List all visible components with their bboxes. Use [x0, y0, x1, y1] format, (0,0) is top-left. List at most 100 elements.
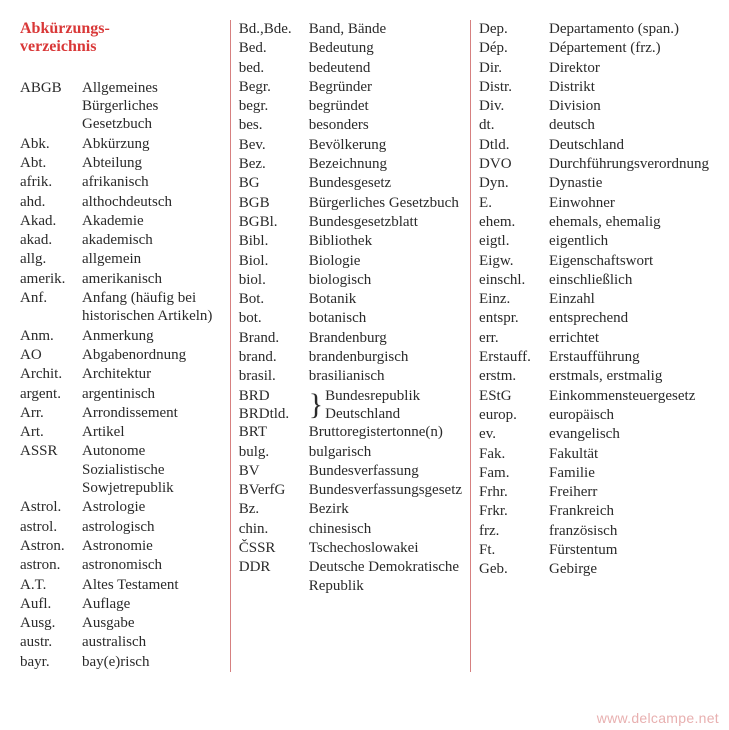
- abbrev-definition: Brandenburg: [309, 329, 462, 347]
- abbrev-definition: Deutschland: [549, 136, 709, 154]
- watermark: www.delcampe.net: [597, 710, 719, 726]
- abbrev-definition: afrikanisch: [82, 173, 222, 191]
- abbrev-term: BGB: [239, 194, 309, 212]
- abbrev-term: Aufl.: [20, 595, 82, 613]
- abbrev-term: Frkr.: [479, 502, 549, 520]
- abbrev-term: Begr.: [239, 78, 309, 96]
- abbrev-term: bayr.: [20, 653, 82, 671]
- abbrev-term: Bot.: [239, 290, 309, 308]
- heading: Abkürzungs- verzeichnis: [20, 20, 222, 57]
- abbrev-term: AO: [20, 346, 82, 364]
- abbrev-entry: Geb.Gebirge: [479, 560, 709, 578]
- abbrev-term: Abk.: [20, 135, 82, 153]
- abbrev-term: Brand.: [239, 329, 309, 347]
- abbrev-term: Dyn.: [479, 174, 549, 192]
- abbrev-term: BRT: [239, 423, 309, 441]
- abbrev-definition: Fürstentum: [549, 541, 709, 559]
- abbrev-definition: Ausgabe: [82, 614, 222, 632]
- abbrev-term: BVerfG: [239, 481, 309, 499]
- abbrev-definition: einschließlich: [549, 271, 709, 289]
- heading-line-1: Abkürzungs-: [20, 20, 110, 37]
- abbrev-term: ev.: [479, 425, 549, 443]
- abbrev-entry: BVBundesverfassung: [239, 462, 462, 480]
- abbrev-term: Dep.: [479, 20, 549, 38]
- abbrev-term: ahd.: [20, 193, 82, 211]
- abbrev-definition: Anmerkung: [82, 327, 222, 345]
- abbrev-definition: evangelisch: [549, 425, 709, 443]
- abbrev-term: Dir.: [479, 59, 549, 77]
- abbrev-definition: Frankreich: [549, 502, 709, 520]
- abbrev-definition: Einwohner: [549, 194, 709, 212]
- abbrev-term: Ft.: [479, 541, 549, 559]
- abbrev-definition: Artikel: [82, 423, 222, 441]
- abbrev-definition: astronomisch: [82, 556, 222, 574]
- abbrev-entry: Bev.Bevölkerung: [239, 136, 462, 154]
- abbrev-term: Geb.: [479, 560, 549, 578]
- abbrev-entry: DVODurchführungsverordnung: [479, 155, 709, 173]
- abbrev-term: Akad.: [20, 212, 82, 230]
- abbrev-entry: Bd.,Bde.Band, Bände: [239, 20, 462, 38]
- abbrev-entry: allg.allgemein: [20, 250, 222, 268]
- abbrev-definition: bay(e)risch: [82, 653, 222, 671]
- abbrev-definition: Arrondissement: [82, 404, 222, 422]
- abbrev-term: europ.: [479, 406, 549, 424]
- abbrev-entry: Einz.Einzahl: [479, 290, 709, 308]
- abbrev-entry: Eigw.Eigenschaftswort: [479, 252, 709, 270]
- abbrev-definition: Einzahl: [549, 290, 709, 308]
- abbrev-entry: erstm.erstmals, erstmalig: [479, 367, 709, 385]
- abbrev-term: bes.: [239, 116, 309, 134]
- abbrev-entry: brand.brandenburgisch: [239, 348, 462, 366]
- abbrev-entry: Anf.Anfang (häufig bei historischen Arti…: [20, 289, 222, 326]
- abbrev-entry: austr.australisch: [20, 633, 222, 651]
- abbrev-term: amerik.: [20, 270, 82, 288]
- column-2-entries: Bd.,Bde.Band, BändeBed.Bedeutungbed.bede…: [239, 20, 462, 386]
- bracket-abbr-list: BRD BRDtld.: [239, 387, 309, 424]
- abbrev-entry: BGBBürgerliches Gesetzbuch: [239, 194, 462, 212]
- abbrev-term: Bev.: [239, 136, 309, 154]
- abbrev-term: entspr.: [479, 309, 549, 327]
- abbrev-entry: Art.Artikel: [20, 423, 222, 441]
- curly-bracket-icon: }: [309, 397, 325, 412]
- abbrev-entry: Bot.Botanik: [239, 290, 462, 308]
- abbrev-entry: Div.Division: [479, 97, 709, 115]
- abbrev-definition: bedeutend: [309, 59, 462, 77]
- abbrev-entry: Abk.Abkürzung: [20, 135, 222, 153]
- abbrev-entry: Frkr.Frankreich: [479, 502, 709, 520]
- abbrev-definition: Anfang (häufig bei historischen Artikeln…: [82, 289, 222, 326]
- abbrev-term: Div.: [479, 97, 549, 115]
- abbrev-entry: brasil.brasilianisch: [239, 367, 462, 385]
- abbrev-entry: Brand.Brandenburg: [239, 329, 462, 347]
- abbrev-term: Erstauff.: [479, 348, 549, 366]
- abbrev-term: Abt.: [20, 154, 82, 172]
- abbrev-definition: Fakultät: [549, 445, 709, 463]
- abbrev-entry: bot.botanisch: [239, 309, 462, 327]
- abbrev-definition: Abteilung: [82, 154, 222, 172]
- abbrev-term: brasil.: [239, 367, 309, 385]
- abbrev-entry: ehem.ehemals, ehemalig: [479, 213, 709, 231]
- abbrev-definition: eigentlich: [549, 232, 709, 250]
- abbrev-term: Anm.: [20, 327, 82, 345]
- abbrev-term: akad.: [20, 231, 82, 249]
- abbrev-term: ASSR: [20, 442, 82, 460]
- columns-container: Abkürzungs- verzeichnis ABGBAllgemeines …: [12, 20, 717, 672]
- abbrev-entry: Dép.Département (frz.): [479, 39, 709, 57]
- abbrev-definition: Erstaufführung: [549, 348, 709, 366]
- abbrev-term: dt.: [479, 116, 549, 134]
- column-1: Abkürzungs- verzeichnis ABGBAllgemeines …: [12, 20, 231, 672]
- abbrev-term: A.T.: [20, 576, 82, 594]
- abbrev-entry: Aufl.Auflage: [20, 595, 222, 613]
- abbrev-definition: errichtet: [549, 329, 709, 347]
- abbrev-entry: Biol.Biologie: [239, 252, 462, 270]
- abbrev-term: biol.: [239, 271, 309, 289]
- abbrev-entry: Akad.Akademie: [20, 212, 222, 230]
- abbrev-definition: Bezirk: [309, 500, 462, 518]
- abbrev-entry: afrik.afrikanisch: [20, 173, 222, 191]
- abbrev-definition: Bruttoregistertonne(n): [309, 423, 462, 441]
- abbrev-term: DDR: [239, 558, 309, 576]
- abbrev-term: BV: [239, 462, 309, 480]
- abbrev-entry: begr.begründet: [239, 97, 462, 115]
- abbrev-entry: Distr.Distrikt: [479, 78, 709, 96]
- abbrev-definition: Durchführungsverordnung: [549, 155, 709, 173]
- abbrev-entry: Begr.Begründer: [239, 78, 462, 96]
- abbrev-definition: begründet: [309, 97, 462, 115]
